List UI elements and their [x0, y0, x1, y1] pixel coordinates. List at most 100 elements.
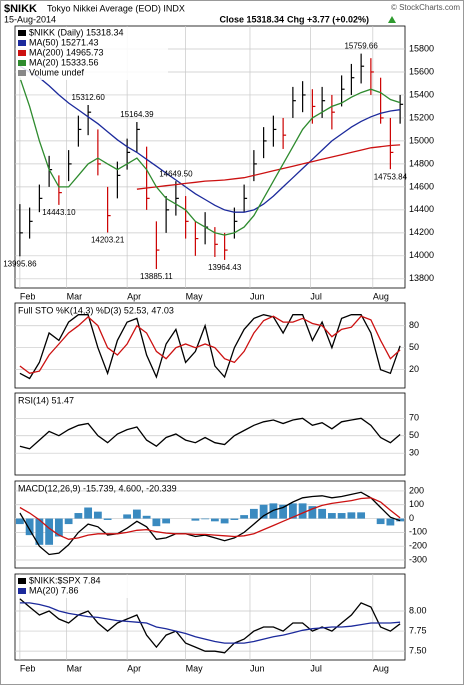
legend-label: MA(200) 14965.73 — [29, 47, 104, 57]
histogram-bar — [45, 518, 54, 545]
y-tick-label: 14600 — [409, 181, 434, 191]
histogram-bar — [240, 515, 249, 519]
line — [19, 417, 401, 450]
line — [19, 77, 401, 236]
y-tick-label: 8.00 — [409, 605, 427, 615]
legend-label: MA(50) 15271.43 — [29, 37, 99, 47]
symbol: $NIKK — [4, 3, 37, 15]
histogram-bar — [123, 514, 132, 519]
line — [19, 497, 401, 540]
panel-title: Full STO %K(14,3) %D(3) 52.53, 47.03 — [18, 305, 174, 315]
histogram-bar — [230, 518, 239, 520]
histogram-bar — [84, 507, 93, 519]
x-tick-label: May — [186, 663, 204, 673]
histogram-bar — [103, 518, 112, 520]
histogram-bar — [357, 512, 366, 519]
change: Chg +3.77 (+0.02%) — [287, 14, 369, 24]
y-tick-label: 80 — [409, 320, 419, 330]
legend-swatch — [18, 50, 26, 56]
x-tick-label: Mar — [67, 663, 83, 673]
histogram-bar — [162, 518, 171, 524]
histogram-bar — [376, 518, 385, 525]
legend-swatch — [18, 60, 26, 66]
up-arrow — [388, 16, 396, 23]
x-tick-label: Aug — [373, 663, 389, 673]
x-tick-label: Feb — [20, 663, 36, 673]
histogram-bar — [35, 518, 44, 545]
annotation: 14753.84 — [374, 172, 408, 181]
histogram-bar — [191, 518, 200, 521]
histogram-bar — [54, 518, 63, 537]
annotation: 15312.60 — [71, 93, 105, 102]
histogram-bar — [318, 508, 327, 519]
y-tick-label: 14200 — [409, 227, 434, 237]
histogram-bar — [132, 509, 141, 519]
x-tick-label: Feb — [20, 291, 36, 301]
panel — [14, 480, 406, 569]
x-tick-label: Apr — [127, 663, 141, 673]
y-tick-label: 70 — [409, 413, 419, 423]
x-tick-label: Jun — [250, 291, 265, 301]
y-tick-label: -100 — [409, 527, 427, 537]
legend-label: Volume undef — [29, 67, 85, 77]
histogram-bar — [337, 513, 346, 519]
y-tick-label: 13800 — [409, 273, 434, 283]
histogram-bar — [288, 503, 297, 519]
line — [19, 315, 401, 375]
x-tick-label: Aug — [373, 291, 389, 301]
legend-label: $NIKK (Daily) 15318.34 — [29, 27, 124, 37]
y-tick-label: 15800 — [409, 43, 434, 53]
y-tick-label: 14800 — [409, 158, 434, 168]
histogram-bar — [259, 504, 268, 519]
annotation: 13995.86 — [3, 259, 37, 268]
x-tick-label: Mar — [67, 291, 83, 301]
y-tick-label: 15000 — [409, 135, 434, 145]
line — [19, 491, 401, 556]
panel-title: RSI(14) 51.47 — [18, 395, 74, 405]
y-tick-label: 20 — [409, 364, 419, 374]
legend-box — [16, 575, 168, 598]
y-tick-label: -300 — [409, 554, 427, 564]
legend-swatch — [18, 588, 26, 594]
histogram-bar — [25, 518, 34, 536]
x-tick-label: Jul — [310, 663, 322, 673]
line — [19, 602, 401, 644]
histogram-bar — [93, 511, 102, 519]
histogram-bar — [327, 513, 336, 519]
panel-title: MACD(12,26,9) -15.739, 4.600, -20.339 — [18, 483, 177, 493]
y-tick-label: -200 — [409, 541, 427, 551]
histogram-bar — [15, 518, 24, 525]
annotation: 14203.21 — [91, 236, 125, 245]
histogram-bar — [220, 518, 229, 524]
histogram-bar — [142, 515, 151, 519]
y-tick-label: 7.75 — [409, 625, 427, 635]
annotation: 14443.10 — [42, 208, 76, 217]
histogram-bar — [210, 518, 219, 522]
histogram-bar — [279, 504, 288, 519]
line — [19, 65, 401, 213]
annotation: 15759.66 — [344, 42, 378, 51]
y-tick-label: 50 — [409, 342, 419, 352]
legend-label: MA(20) 7.86 — [29, 585, 79, 595]
y-tick-label: 7.50 — [409, 646, 427, 656]
y-tick-label: 15200 — [409, 112, 434, 122]
y-tick-label: 50 — [409, 430, 419, 440]
y-tick-label: 14400 — [409, 204, 434, 214]
legend-box — [16, 27, 168, 80]
annotation: 13885.11 — [140, 272, 173, 281]
y-tick-label: 200 — [409, 485, 424, 495]
legend-label: MA(20) 15333.56 — [29, 57, 99, 67]
subtitle: Tokyo Nikkei Average (EOD) INDX — [47, 3, 185, 13]
panel — [14, 392, 406, 476]
x-tick-label: Jul — [310, 291, 322, 301]
y-tick-label: 30 — [409, 448, 419, 458]
histogram-bar — [201, 518, 210, 520]
close: Close 15318.34 — [219, 14, 284, 24]
histogram-bar — [308, 506, 317, 519]
annotation: 15164.39 — [120, 110, 154, 119]
histogram-bar — [396, 518, 405, 522]
y-tick-label: 0 — [409, 513, 414, 523]
legend-label: $NIKK:$SPX 7.84 — [29, 575, 101, 585]
y-tick-label: 100 — [409, 499, 424, 509]
legend-swatch — [18, 578, 26, 584]
